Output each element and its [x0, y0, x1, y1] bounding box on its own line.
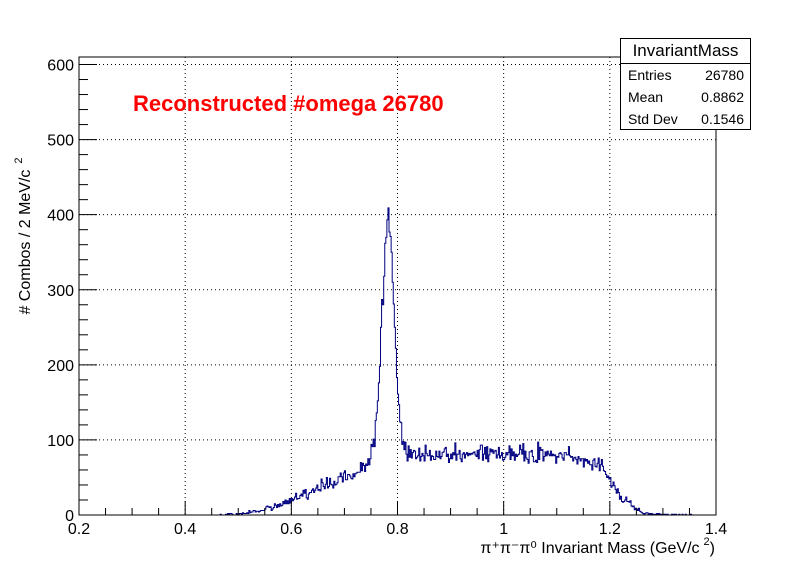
y-tick-label: 200 [47, 358, 74, 375]
chart-annotation: Reconstructed #omega 26780 [133, 91, 444, 116]
x-tick-label: 1.4 [705, 521, 727, 538]
grid-lines [79, 57, 716, 515]
y-axis: 0 100 200 300 400 500 600 [47, 58, 97, 525]
y-tick-label: 0 [65, 508, 74, 525]
y-tick-label: 100 [47, 433, 74, 450]
x-axis-title: π⁺π⁻π⁰ Invariant Mass (GeV/c 2) [480, 536, 715, 557]
stats-value: 26780 [705, 67, 744, 83]
stats-box: InvariantMass Entries 26780 Mean 0.8862 … [620, 38, 751, 130]
stats-key: Mean [628, 89, 664, 105]
x-tick-label: 0.2 [68, 521, 90, 538]
y-axis-label: # Combos / 2 MeV/c [17, 170, 34, 315]
y-tick-label: 400 [47, 208, 74, 225]
x-axis: 0.2 0.4 0.6 0.8 1 1.2 1.4 [68, 501, 727, 538]
histogram-line [79, 207, 716, 516]
stats-value: 0.8862 [701, 89, 744, 105]
stats-row-stddev: Std Dev 0.1546 [621, 108, 750, 130]
x-axis-label-suffix: ) [710, 540, 715, 557]
y-tick-label: 600 [47, 58, 74, 75]
x-tick-label: 1 [499, 521, 508, 538]
y-tick-label: 500 [47, 133, 74, 150]
y-tick-label: 300 [47, 283, 74, 300]
x-axis-label-superscript: 2 [704, 536, 710, 548]
x-tick-label: 0.6 [280, 521, 302, 538]
stats-row-entries: Entries 26780 [621, 64, 750, 86]
stats-title: InvariantMass [621, 39, 750, 64]
stats-key: Std Dev [628, 111, 678, 127]
x-tick-label: 1.2 [599, 521, 621, 538]
x-tick-label: 0.4 [174, 521, 196, 538]
stats-key: Entries [628, 67, 672, 83]
y-axis-title: # Combos / 2 MeV/c 2 [13, 157, 34, 314]
y-axis-label-superscript: 2 [13, 157, 25, 163]
x-axis-label: π⁺π⁻π⁰ Invariant Mass (GeV/c [480, 540, 699, 557]
stats-row-mean: Mean 0.8862 [621, 86, 750, 108]
x-tick-label: 0.8 [386, 521, 408, 538]
stats-value: 0.1546 [701, 111, 744, 127]
